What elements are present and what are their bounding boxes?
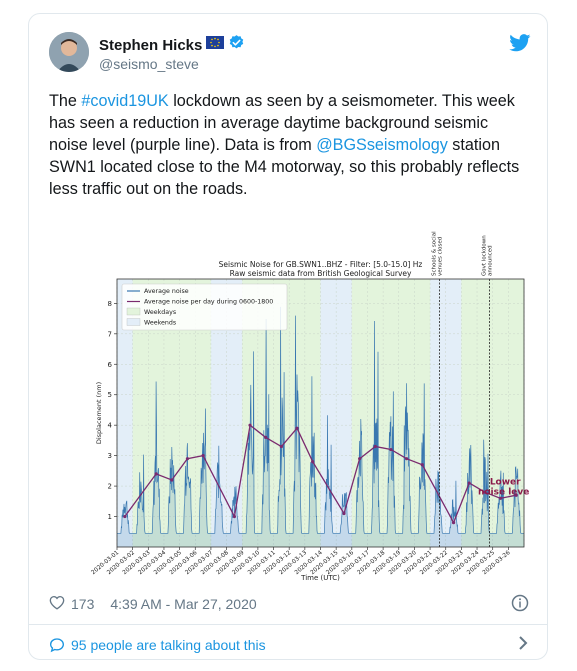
legend-swatch <box>126 318 141 326</box>
tweet-card: Stephen Hicks @seismo_steve <box>28 13 548 660</box>
daily-average-point <box>498 496 503 500</box>
daily-average-point <box>154 472 158 476</box>
daily-average-point <box>483 490 487 494</box>
seismic-noise-chart: Schools & social venues closed Govt lockdo… <box>91 231 533 582</box>
annotation-label: Lower <box>490 478 521 488</box>
daily-average-point <box>232 514 237 519</box>
author-name[interactable]: Stephen Hicks <box>99 36 203 54</box>
y-tick-label: 5 <box>108 391 112 399</box>
y-axis-label: Displacement (nm) <box>95 382 103 444</box>
event-label: venues closed <box>437 237 443 276</box>
daily-average-point <box>451 521 456 525</box>
eu-flag-icon <box>206 36 225 54</box>
x-axis-label: Time (UTC) <box>300 574 340 582</box>
comment-icon <box>49 637 65 653</box>
daily-average-point <box>404 457 409 461</box>
event-label: Schools & social <box>431 231 437 276</box>
daily-average-point <box>342 511 346 516</box>
daily-average-point <box>248 423 252 427</box>
daily-average-point <box>389 447 393 452</box>
chevron-right-icon[interactable] <box>517 635 529 654</box>
daily-average-point <box>295 426 299 430</box>
tweet-meta: 173 4:39 AM - Mar 27, 2020 <box>49 594 529 614</box>
y-tick-label: 4 <box>108 422 113 430</box>
y-tick-label: 8 <box>108 300 112 308</box>
tweet-header: Stephen Hicks @seismo_steve <box>49 32 531 82</box>
chart-subtitle: Raw seismic data from British Geological… <box>230 269 412 278</box>
y-tick-label: 1 <box>108 513 112 521</box>
y-tick-label: 3 <box>108 452 112 460</box>
avatar[interactable] <box>49 32 89 72</box>
legend-box <box>121 283 288 331</box>
legend-label: Weekdays <box>144 309 176 316</box>
author-handle[interactable]: @seismo_steve <box>99 56 199 72</box>
daily-average-line <box>124 424 517 525</box>
author-row: Stephen Hicks <box>99 34 245 56</box>
talking-count[interactable]: 95 people are talking about this <box>71 637 266 653</box>
chart-title: Seismic Noise for GB.SWN1..BHZ - Filter:… <box>219 260 423 269</box>
annotation-label: noise level <box>478 488 529 498</box>
daily-average-point <box>123 514 127 519</box>
legend-label: Average noise <box>144 288 189 295</box>
hashtag-link[interactable]: #covid19UK <box>81 92 169 110</box>
verified-badge-icon <box>228 34 245 56</box>
tweet-timestamp[interactable]: 4:39 AM - Mar 27, 2020 <box>110 596 257 612</box>
average-noise-line <box>117 306 524 534</box>
daily-average-point <box>201 454 205 458</box>
twitter-bird-icon[interactable] <box>509 34 531 57</box>
legend-label: Average noise per day during 0600-1800 <box>144 299 273 306</box>
heart-icon[interactable] <box>49 595 65 613</box>
info-icon[interactable] <box>511 594 529 615</box>
tweet-media-chart[interactable]: Schools & social venues closed Govt lockdo… <box>49 219 533 584</box>
daily-average-point <box>467 481 471 485</box>
tweet-text-end: station SWN1 located close to the M4 mot… <box>49 136 520 198</box>
like-count[interactable]: 173 <box>71 596 95 612</box>
legend-label: Weekends <box>144 320 176 327</box>
weekend-band <box>117 279 133 547</box>
daily-average-point <box>373 444 377 449</box>
daily-average-point <box>420 463 424 467</box>
y-tick-label: 6 <box>108 361 113 369</box>
event-label: Govt lockdown <box>482 235 488 276</box>
mention-link[interactable]: @BGSseismology <box>316 136 448 154</box>
daily-average-point <box>514 493 518 497</box>
daily-average-point <box>185 457 190 461</box>
divider <box>29 624 547 625</box>
daily-average-point <box>358 457 362 461</box>
conversation-link[interactable]: 95 people are talking about this <box>49 633 529 657</box>
tweet-text: The #covid19UK lockdown as seen by a sei… <box>49 90 524 200</box>
legend-swatch <box>126 307 141 316</box>
tweet-text-start: The <box>49 92 82 110</box>
event-label: announced <box>488 245 494 276</box>
daily-average-point <box>170 478 174 482</box>
y-tick-label: 2 <box>108 483 112 491</box>
y-tick-label: 7 <box>108 330 112 338</box>
daily-average-point <box>311 460 315 464</box>
daily-average-point <box>264 435 268 439</box>
tweet-text-middle: lockdown as seen by a seismometer. This … <box>49 92 515 154</box>
daily-average-point <box>279 444 283 449</box>
